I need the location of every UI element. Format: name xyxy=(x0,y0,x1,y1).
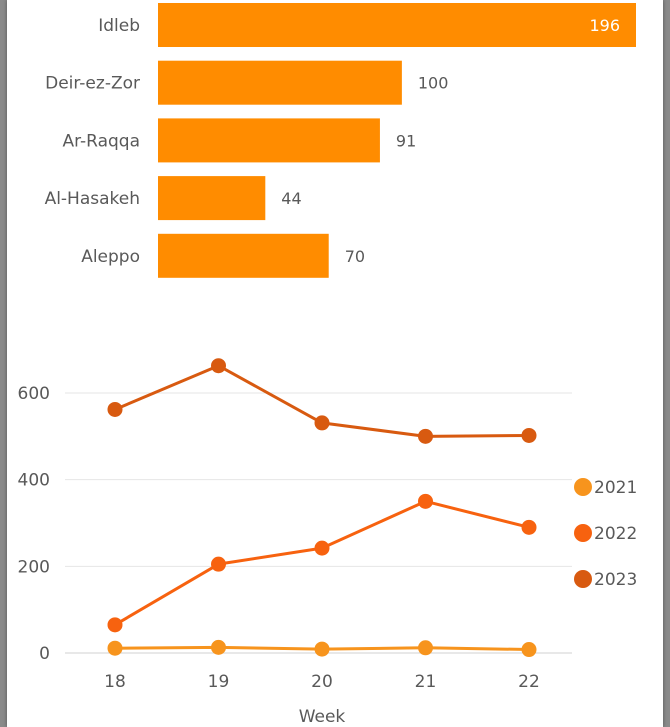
chart-canvas: Idleb 196 Deir-ez-Zor 100 Ar-Raqqa 91 Al-Hasak… xyxy=(18,3,637,727)
bar-category-idleb: Idleb xyxy=(98,16,140,36)
legend-label-2021: 2021 xyxy=(594,478,637,498)
legend-marker-2022 xyxy=(574,524,592,542)
bar-value-ar-raqqa: 91 xyxy=(396,131,416,150)
point-2023-20 xyxy=(314,415,330,431)
bar-value-al-hasakeh: 44 xyxy=(281,189,301,208)
bar-idleb xyxy=(158,3,636,47)
point-2021-22 xyxy=(521,642,537,658)
point-2023-19 xyxy=(211,358,226,374)
y-axis-ticks: 0 200 400 600 xyxy=(18,384,50,664)
legend-item-2023: 2023 xyxy=(574,570,637,590)
bar-ar-raqqa xyxy=(158,118,380,163)
point-2021-18 xyxy=(107,640,123,656)
bar-value-aleppo: 70 xyxy=(345,247,365,266)
y-tick-600: 600 xyxy=(18,384,50,404)
bar-category-deir-ez-zor: Deir-ez-Zor xyxy=(45,74,140,94)
x-tick-19: 19 xyxy=(208,672,230,692)
bar-chart: Idleb 196 Deir-ez-Zor 100 Ar-Raqqa 91 Al-Hasak… xyxy=(45,3,636,278)
gridlines xyxy=(65,392,572,654)
bar-deir-ez-zor xyxy=(158,60,402,105)
bar-value-deir-ez-zor: 100 xyxy=(418,74,449,93)
point-2023-18 xyxy=(107,401,123,417)
legend-label-2022: 2022 xyxy=(594,524,637,544)
point-2023-21 xyxy=(418,428,433,444)
point-2022-19 xyxy=(211,556,226,572)
point-2022-22 xyxy=(521,519,537,535)
y-tick-200: 200 xyxy=(18,557,50,577)
bar-aleppo xyxy=(158,233,329,278)
x-axis-title: Week xyxy=(299,707,346,727)
point-2021-19 xyxy=(211,639,226,655)
point-2022-20 xyxy=(314,540,330,556)
series-line-2022 xyxy=(114,499,530,627)
x-tick-18: 18 xyxy=(104,672,126,692)
bar-value-idleb: 196 xyxy=(589,16,620,35)
bar-category-aleppo: Aleppo xyxy=(81,247,140,267)
legend-label-2023: 2023 xyxy=(594,570,637,590)
point-2023-22 xyxy=(521,427,537,443)
point-2022-21 xyxy=(418,493,433,509)
series-2023 xyxy=(107,358,537,444)
point-2021-21 xyxy=(418,640,433,656)
series-2021 xyxy=(107,639,537,658)
x-tick-22: 22 xyxy=(518,672,540,692)
series-lines xyxy=(107,358,537,658)
legend: 2021 2022 2023 xyxy=(574,478,637,590)
point-2021-20 xyxy=(314,641,330,657)
bar-al-hasakeh xyxy=(158,176,266,221)
chart-panel: Idleb 196 Deir-ez-Zor 100 Ar-Raqqa 91 Al-Hasak… xyxy=(7,0,663,727)
y-tick-0: 0 xyxy=(39,644,50,664)
bar-category-al-hasakeh: Al-Hasakeh xyxy=(45,189,140,209)
legend-item-2021: 2021 xyxy=(574,478,637,498)
legend-marker-2021 xyxy=(574,478,592,496)
x-axis-ticks: 18 19 20 21 22 xyxy=(104,672,540,692)
y-tick-400: 400 xyxy=(18,471,50,491)
bar-category-ar-raqqa: Ar-Raqqa xyxy=(62,131,140,151)
legend-item-2022: 2022 xyxy=(574,524,637,544)
legend-marker-2023 xyxy=(574,570,592,588)
x-tick-21: 21 xyxy=(415,672,437,692)
series-2022 xyxy=(107,493,537,633)
point-2022-18 xyxy=(107,617,123,633)
x-tick-20: 20 xyxy=(311,672,333,692)
